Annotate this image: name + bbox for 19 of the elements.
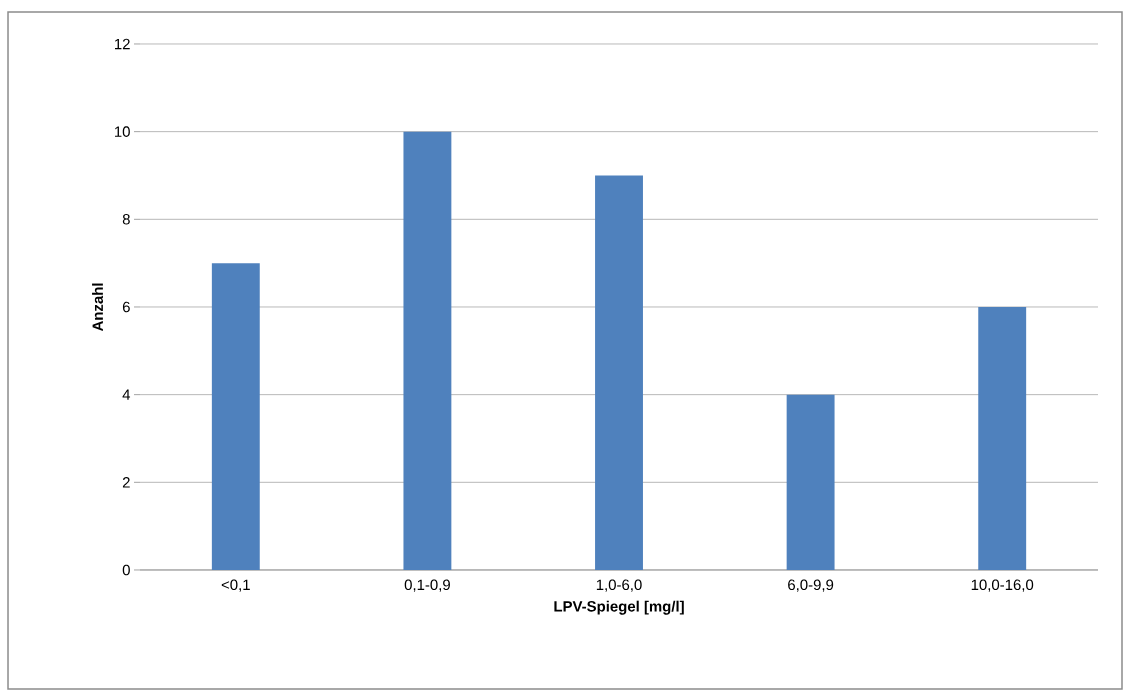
x-tick-label: 6,0-9,9 — [788, 579, 834, 592]
bar — [403, 131, 452, 570]
bar — [211, 263, 260, 570]
y-tick-label: 4 — [122, 389, 131, 400]
y-tick-label: 6 — [122, 301, 130, 313]
bar — [786, 394, 835, 570]
y-tick-label: 12 — [115, 38, 130, 50]
bar — [978, 306, 1027, 570]
y-tick-label: 0 — [122, 564, 130, 576]
x-tick-label: 0,1-0,9 — [404, 579, 450, 592]
x-tick-label: 10,0-16,0 — [971, 579, 1034, 592]
x-tick-label: <0,1 — [221, 579, 250, 592]
x-axis-title: LPV-Spiegel [mg/l] — [554, 600, 684, 615]
y-tick-label: 2 — [122, 477, 130, 488]
y-tick-label: 8 — [122, 214, 130, 225]
bar — [595, 175, 643, 570]
x-tick-label: 1,0-6,0 — [596, 579, 642, 592]
y-tick-label: 10 — [115, 126, 130, 137]
y-axis-title: Anzahl — [92, 283, 104, 332]
